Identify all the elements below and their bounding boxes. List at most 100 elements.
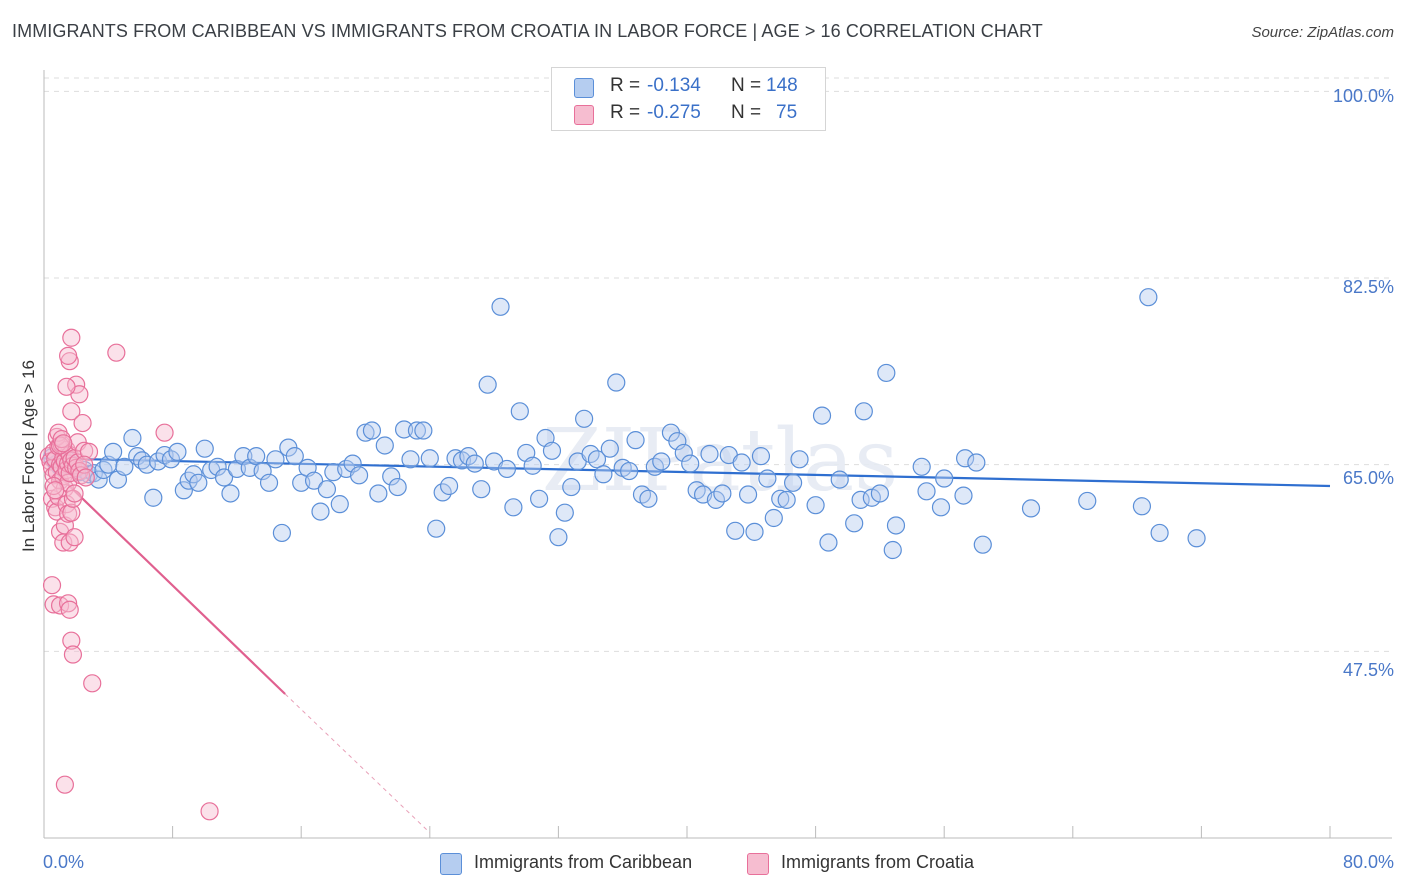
watermark: ZIPatlas [542, 411, 898, 511]
data-point-caribbean [94, 460, 113, 480]
data-point-caribbean [304, 471, 324, 490]
data-point-caribbean [465, 454, 484, 473]
data-point-caribbean [311, 502, 330, 521]
data-point-caribbean [812, 406, 832, 425]
data-point-caribbean [214, 468, 234, 487]
data-point-caribbean [738, 485, 758, 504]
data-point-caribbean [104, 442, 123, 461]
data-point-caribbean [1132, 497, 1152, 516]
y-tick-label-65: 65.0% [1342, 468, 1394, 488]
data-point-caribbean [806, 496, 825, 515]
x-tick-label-max: 80.0% [1342, 852, 1394, 872]
data-point-caribbean [362, 421, 382, 440]
data-point-caribbean [681, 454, 700, 473]
x-tick-label-min: 0.0% [43, 852, 85, 872]
data-point-croatia [63, 645, 83, 664]
data-point-caribbean [497, 459, 517, 479]
data-point-caribbean [472, 480, 491, 499]
data-point-caribbean [639, 489, 658, 508]
data-point-caribbean [955, 449, 975, 468]
data-point-caribbean [184, 465, 203, 484]
data-point-caribbean [549, 528, 568, 547]
data-point-caribbean [883, 540, 902, 560]
data-point-croatia [50, 436, 70, 455]
data-point-caribbean [144, 488, 163, 507]
data-point-caribbean [208, 457, 227, 476]
data-point-caribbean [414, 421, 433, 440]
data-point-caribbean [221, 484, 240, 503]
data-point-caribbean [523, 456, 542, 475]
data-point-caribbean [674, 443, 693, 463]
data-point-croatia [46, 481, 65, 500]
data-point-croatia [47, 502, 66, 521]
data-point-caribbean [317, 480, 337, 499]
data-point-caribbean [1139, 288, 1158, 307]
data-point-caribbean [555, 503, 574, 522]
data-point-croatia [62, 402, 81, 421]
data-point-caribbean [349, 466, 369, 485]
data-point-caribbean [575, 409, 594, 428]
data-point-caribbean [931, 498, 951, 517]
y-axis-label: In Labor Force | Age > 16 [19, 359, 38, 553]
data-point-caribbean [427, 519, 446, 538]
data-point-caribbean [1021, 499, 1041, 518]
data-point-caribbean [886, 516, 906, 535]
bottom-legend-label: Immigrants from Croatia [781, 852, 975, 872]
data-point-caribbean [732, 453, 751, 472]
data-point-caribbean [161, 450, 181, 469]
data-point-croatia [57, 377, 76, 396]
data-point-croatia [55, 775, 74, 794]
data-point-caribbean [1187, 529, 1206, 548]
data-point-caribbean [330, 495, 349, 514]
data-point-croatia [107, 343, 126, 362]
data-point-croatia [62, 503, 81, 522]
data-point-caribbean [542, 441, 562, 460]
data-point-caribbean [973, 535, 992, 554]
legend-n-label: N = [731, 102, 762, 123]
data-point-caribbean [407, 421, 427, 440]
legend-n-value: 75 [776, 102, 798, 123]
data-point-caribbean [830, 470, 849, 489]
trend-line-croatia [43, 460, 286, 695]
legend-n-value: 148 [766, 75, 798, 96]
data-point-caribbean [912, 457, 931, 476]
data-point-croatia [83, 674, 102, 693]
data-point-caribbean [668, 432, 687, 451]
data-point-caribbean [877, 363, 896, 383]
data-point-caribbean [777, 490, 796, 509]
bottom-legend-label: Immigrants from Caribbean [474, 852, 693, 872]
data-point-caribbean [713, 484, 732, 503]
data-point-croatia [44, 595, 63, 614]
data-point-caribbean [123, 428, 142, 448]
data-point-caribbean [935, 469, 954, 488]
data-point-croatia [62, 631, 81, 650]
data-point-caribbean [790, 450, 809, 469]
data-point-caribbean [115, 457, 134, 476]
data-point-caribbean [394, 420, 414, 439]
data-point-caribbean [195, 439, 214, 458]
data-point-caribbean [189, 473, 208, 492]
y-tick-label-82-5: 82.5% [1342, 277, 1394, 297]
legend-swatch-pink [574, 105, 594, 125]
data-point-croatia [73, 413, 92, 433]
data-point-caribbean [272, 523, 292, 543]
data-point-caribbean [751, 447, 771, 466]
data-point-caribbean [234, 447, 253, 466]
legend-n-label: N = [731, 75, 762, 96]
data-point-croatia [60, 533, 79, 552]
data-point-croatia [54, 434, 73, 453]
data-point-caribbean [967, 453, 986, 472]
data-point-caribbean [819, 533, 838, 552]
y-tick-label-100: 100.0% [1332, 86, 1394, 106]
data-point-caribbean [137, 455, 156, 474]
data-point-croatia [60, 600, 79, 619]
data-point-croatia [59, 594, 78, 613]
trend-line-croatia-extension [284, 693, 431, 834]
series-caribbean-points [42, 288, 1206, 560]
data-point-caribbean [1150, 523, 1169, 543]
data-point-croatia [200, 802, 219, 821]
y-tick-label-47-5: 47.5% [1342, 660, 1394, 680]
data-point-caribbean [726, 521, 745, 540]
data-point-caribbean [259, 473, 279, 492]
